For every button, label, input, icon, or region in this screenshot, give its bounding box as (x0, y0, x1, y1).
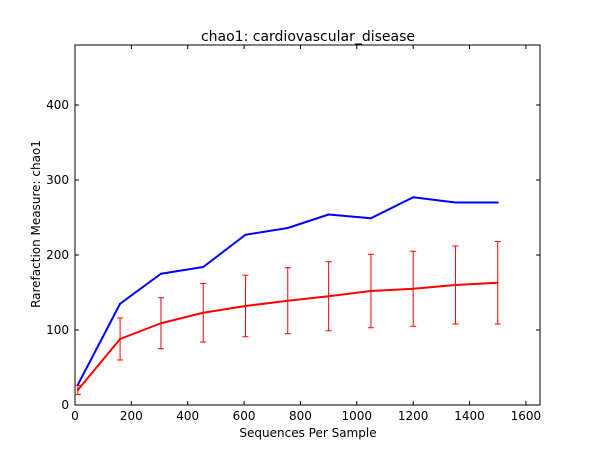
y-tick-label: 0 (61, 398, 69, 412)
x-tick-label: 1400 (454, 409, 485, 423)
series-blue-point (119, 302, 122, 305)
series-red-point (454, 284, 457, 286)
series-blue-point (496, 201, 499, 204)
series-red-point (286, 299, 289, 302)
series-blue-point (159, 272, 162, 275)
series-blue-point (327, 213, 330, 216)
x-tick-label: 400 (176, 409, 199, 423)
y-tick-label: 400 (46, 98, 69, 112)
series-blue-point (244, 233, 247, 236)
x-tick-label: 1000 (342, 409, 373, 423)
plot-area: 0 200 400 600 800 1000 1200 1400 1600 0 100 200 300 4… (46, 44, 542, 423)
series-blue-point (412, 196, 415, 199)
series-blue-point (202, 266, 205, 268)
series-red-point (327, 295, 330, 298)
series-red-point (76, 389, 79, 391)
series-red-point (202, 311, 205, 314)
y-tick-label: 200 (46, 248, 69, 262)
series-blue-point (286, 227, 289, 229)
plot-frame (74, 44, 541, 406)
x-axis-label: Sequences Per Sample (239, 426, 376, 440)
chart-title: chao1: cardiovascular_disease (201, 29, 415, 45)
x-tick-label: 1200 (398, 409, 429, 423)
series-red-point (496, 281, 499, 284)
series-red-point (159, 322, 162, 325)
x-tick-label: 600 (233, 409, 256, 423)
series-red-point (244, 305, 247, 307)
x-tick-label: 200 (120, 409, 143, 423)
series-blue-point (454, 201, 457, 204)
series-red-point (369, 290, 372, 292)
series-red-point (119, 338, 122, 340)
y-tick-label: 300 (46, 173, 69, 187)
y-tick-label: 100 (46, 323, 69, 337)
y-axis-label: Rarefaction Measure: chao1 (29, 140, 43, 308)
series-blue-point (369, 217, 372, 220)
x-tick-label: 0 (71, 409, 79, 423)
x-tick-label: 1600 (511, 409, 542, 423)
x-tick-label: 800 (289, 409, 312, 423)
series-red-point (412, 287, 415, 290)
